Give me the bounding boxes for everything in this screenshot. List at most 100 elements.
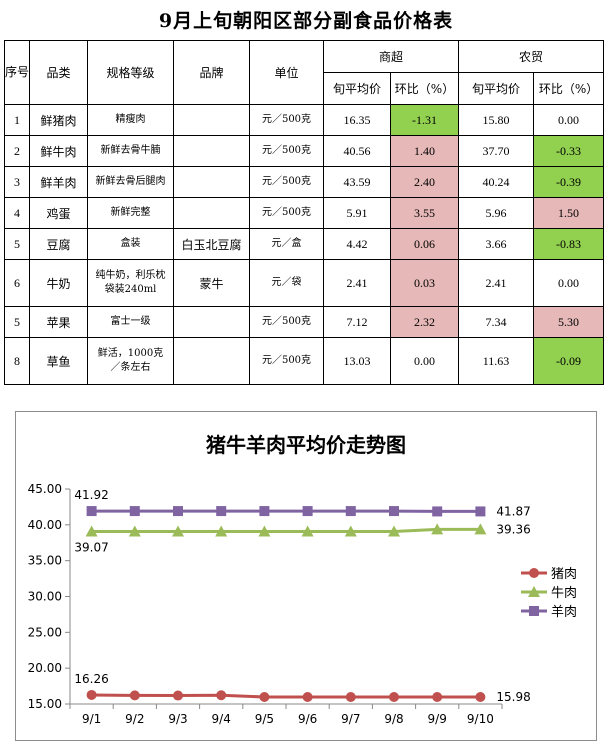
- data-point: [173, 506, 183, 517]
- row-supermarket-mom: 0.00: [389, 337, 460, 385]
- row-brand: [173, 337, 250, 385]
- header-market: 农贸: [458, 40, 605, 73]
- header-supermarket-mom: 环比（%）: [389, 72, 460, 105]
- data-point: [431, 523, 444, 535]
- row-market-mom: -0.09: [533, 337, 605, 385]
- table-row: 2 鲜牛肉 新鲜去骨牛腩 元／500克 40.56 1.40 37.70 -0.33: [4, 135, 605, 167]
- table-row: 5 苹果 富士一级 元／500克 7.12 2.32 7.34 5.30: [4, 306, 605, 338]
- row-supermarket-avg: 4.42: [323, 228, 391, 260]
- chart-svg: 猪牛羊肉平均价走势图 15.00 20.00 25.00 30.00 35.00 40.00…: [28, 433, 577, 726]
- legend-marker: [529, 606, 539, 616]
- table-row: 1 鲜猪肉 精瘦肉 元／500克 16.35 -1.31 15.80 0.00: [4, 104, 605, 136]
- x-tick-label: 9/9: [428, 712, 447, 726]
- row-category: 鲜羊肉: [29, 166, 88, 198]
- row-market-mom: 5.30: [533, 306, 605, 338]
- row-market-mom: 0.00: [533, 104, 605, 136]
- table-row: 3 鲜羊肉 新鲜去骨后腿肉 元／500克 43.59 2.40 40.24 -0.39: [4, 166, 605, 198]
- table-row: 5 豆腐 盒装 白玉北豆腐 元／盒 4.42 0.06 3.66 -0.83: [4, 228, 605, 260]
- row-unit: 元／盒: [249, 228, 324, 260]
- row-supermarket-avg: 16.35: [323, 104, 391, 136]
- header-unit: 单位: [249, 40, 324, 105]
- header-seq: 序号: [4, 40, 30, 105]
- x-tick-label: 9/5: [255, 712, 274, 726]
- header-supermarket: 商超: [322, 40, 460, 73]
- data-point: [389, 691, 399, 702]
- y-tick-label: 45.00: [28, 482, 62, 496]
- row-spec: 富士一级: [87, 306, 174, 338]
- row-market-mom: -0.33: [533, 135, 605, 167]
- table-row: 8 草鱼 鲜活，1000克／条左右 元／500克 13.03 0.00 11.63 -0.09: [4, 337, 605, 385]
- row-seq: 2: [4, 135, 30, 167]
- table-row: 4 鸡蛋 新鲜完整 元／500克 5.91 3.55 5.96 1.50: [4, 197, 605, 229]
- row-seq: 8: [4, 337, 30, 385]
- data-point: [258, 525, 271, 537]
- chart-title: 猪牛羊肉平均价走势图: [206, 433, 406, 457]
- row-supermarket-mom: 2.40: [389, 166, 460, 198]
- row-market-avg: 5.96: [458, 197, 535, 229]
- row-category: 苹果: [29, 306, 88, 338]
- row-seq: 5: [4, 306, 30, 338]
- row-category: 鲜牛肉: [29, 135, 88, 167]
- row-supermarket-mom: 0.06: [389, 228, 460, 260]
- row-supermarket-avg: 13.03: [323, 337, 391, 385]
- data-point: [129, 506, 140, 517]
- x-tick-label: 9/6: [298, 712, 317, 726]
- row-spec: 鲜活，1000克／条左右: [87, 337, 174, 385]
- row-seq: 5: [4, 228, 30, 260]
- data-point: [475, 506, 486, 517]
- row-market-avg: 11.63: [458, 337, 535, 385]
- x-tick-label: 9/8: [384, 712, 403, 726]
- data-point: [128, 525, 141, 537]
- x-tick-label: 9/3: [168, 712, 187, 726]
- row-supermarket-avg: 43.59: [323, 166, 391, 198]
- row-seq: 1: [4, 104, 30, 136]
- data-point: [216, 690, 227, 701]
- header-supermarket-avg: 旬平均价: [323, 72, 391, 105]
- legend-label: 牛肉: [551, 586, 577, 601]
- row-brand: [173, 306, 250, 338]
- data-point: [301, 525, 314, 537]
- price-trend-chart: 猪牛羊肉平均价走势图 15.00 20.00 25.00 30.00 35.00 40.00…: [15, 411, 597, 741]
- data-point: [85, 525, 98, 537]
- row-market-avg: 7.34: [458, 306, 535, 338]
- row-brand: 白玉北豆腐: [173, 228, 250, 260]
- data-label-last: 39.36: [496, 522, 530, 536]
- data-point: [432, 506, 443, 517]
- header-market-avg: 旬平均价: [458, 72, 535, 105]
- legend-label: 羊肉: [551, 604, 577, 620]
- row-category: 草鱼: [29, 337, 88, 385]
- row-supermarket-avg: 2.41: [323, 259, 391, 307]
- data-point: [389, 506, 399, 517]
- row-supermarket-avg: 5.91: [323, 197, 391, 229]
- row-market-avg: 3.66: [458, 228, 535, 260]
- row-market-mom: 0.00: [533, 259, 605, 307]
- row-unit: 元／袋: [249, 259, 324, 307]
- y-tick-label: 40.00: [28, 518, 62, 532]
- row-unit: 元／500克: [249, 166, 324, 198]
- data-point: [215, 525, 228, 537]
- data-point: [345, 506, 356, 517]
- row-seq: 3: [4, 166, 30, 198]
- y-tick-label: 30.00: [28, 590, 62, 604]
- row-spec: 新鲜去骨牛腩: [87, 135, 174, 167]
- data-point: [172, 525, 184, 537]
- series-line-0: [91, 693, 481, 699]
- data-label-first: 39.07: [74, 540, 108, 554]
- row-supermarket-avg: 7.12: [323, 306, 391, 338]
- x-tick-label: 9/1: [82, 712, 101, 726]
- row-brand: 蒙牛: [173, 259, 250, 307]
- row-spec: 新鲜去骨后腿肉: [87, 166, 174, 198]
- data-point: [302, 506, 313, 517]
- row-brand: [173, 104, 250, 136]
- row-category: 牛奶: [29, 259, 88, 307]
- series-line-1: [91, 527, 481, 533]
- row-spec: 新鲜完整: [87, 197, 174, 229]
- row-unit: 元／500克: [249, 337, 324, 385]
- data-point: [173, 690, 183, 701]
- data-point: [432, 691, 443, 702]
- legend-label: 猪肉: [551, 567, 577, 582]
- row-seq: 4: [4, 197, 30, 229]
- y-tick-label: 15.00: [28, 697, 62, 711]
- data-point: [259, 506, 270, 517]
- y-tick-label: 20.00: [28, 661, 62, 675]
